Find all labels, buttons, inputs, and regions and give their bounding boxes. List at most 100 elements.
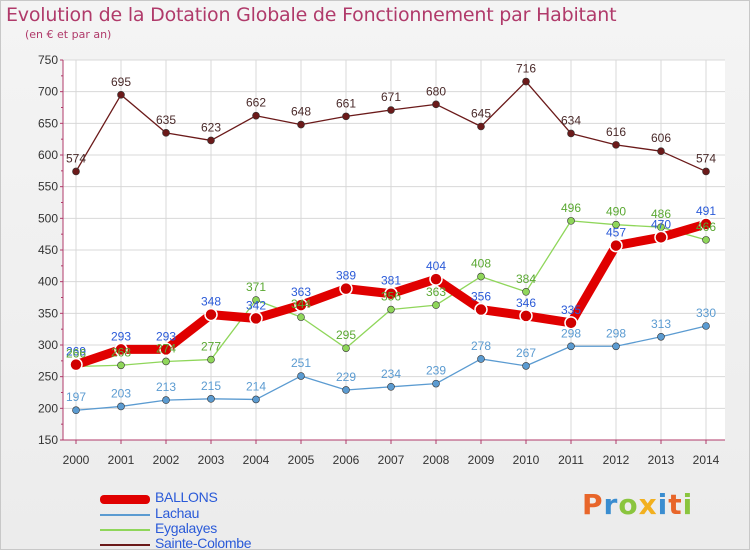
data-point — [612, 141, 620, 149]
data-label: 335 — [561, 303, 581, 317]
proxiti-logo: Proxiti — [582, 488, 693, 521]
data-label: 342 — [246, 298, 266, 312]
data-point — [564, 316, 578, 330]
legend-swatch — [100, 494, 150, 504]
data-point — [72, 167, 80, 176]
data-label: 346 — [516, 296, 536, 310]
data-label: 496 — [561, 201, 581, 215]
data-label: 466 — [696, 220, 716, 234]
data-label: 234 — [381, 367, 401, 381]
data-point — [702, 322, 710, 330]
legend-label: Lachau — [155, 505, 200, 521]
data-point — [432, 301, 440, 309]
data-label: 356 — [381, 290, 401, 304]
y-tick-label: 650 — [38, 116, 58, 130]
data-point — [207, 395, 215, 403]
data-label: 716 — [516, 62, 536, 76]
y-tick-label: 550 — [38, 180, 58, 194]
data-label: 635 — [156, 113, 176, 127]
x-tick-label: 2008 — [423, 453, 450, 467]
data-point — [657, 147, 665, 155]
data-point — [249, 311, 263, 326]
y-tick-label: 700 — [38, 85, 58, 99]
data-label: 408 — [471, 257, 491, 271]
data-label: 404 — [426, 259, 446, 273]
data-point — [207, 136, 215, 145]
y-tick-label: 150 — [38, 433, 58, 447]
data-point — [114, 342, 128, 357]
data-label: 662 — [246, 96, 266, 110]
data-label: 203 — [111, 386, 131, 400]
data-point — [204, 307, 218, 322]
x-tick-label: 2009 — [468, 453, 495, 467]
data-point — [162, 396, 170, 404]
data-point — [117, 402, 125, 411]
data-point — [522, 77, 530, 86]
data-label: 384 — [516, 272, 536, 286]
y-tick-label: 350 — [38, 306, 58, 320]
data-point — [702, 236, 710, 244]
data-label: 356 — [471, 290, 491, 304]
data-point — [567, 129, 575, 138]
data-label: 214 — [246, 379, 266, 393]
data-point — [252, 395, 260, 404]
data-point — [387, 106, 395, 114]
logo-letter: P — [582, 488, 604, 521]
data-label: 574 — [66, 151, 86, 165]
y-tick-label: 400 — [38, 275, 58, 289]
data-label: 295 — [336, 328, 356, 342]
data-point — [159, 342, 173, 357]
x-tick-label: 2002 — [153, 453, 180, 467]
data-label: 457 — [606, 226, 626, 240]
chart-title: Evolution de la Dotation Globale de Fonc… — [6, 4, 617, 26]
data-point — [387, 382, 395, 391]
data-label: 278 — [471, 339, 491, 353]
data-point — [612, 220, 620, 229]
data-point — [657, 332, 665, 341]
logo-letter: i — [682, 488, 694, 521]
x-tick-label: 2000 — [63, 453, 90, 467]
logo-letter: x — [638, 488, 658, 521]
data-point — [387, 305, 395, 314]
data-label: 695 — [111, 75, 131, 89]
data-point — [297, 120, 305, 129]
data-point — [522, 287, 530, 296]
data-point — [252, 111, 260, 120]
x-tick-label: 2014 — [693, 453, 720, 467]
x-tick-label: 2006 — [333, 453, 360, 467]
data-point — [567, 342, 575, 351]
x-tick-label: 2013 — [648, 453, 675, 467]
data-label: 268 — [111, 345, 131, 359]
data-label: 251 — [291, 356, 311, 370]
data-label: 266 — [66, 347, 86, 361]
legend-label: Eygalayes — [155, 520, 217, 536]
data-label: 239 — [426, 364, 446, 378]
data-point — [294, 298, 308, 312]
legend-swatch — [100, 514, 150, 516]
data-point — [69, 357, 83, 372]
x-tick-label: 2007 — [378, 453, 405, 467]
data-label: 313 — [651, 317, 671, 331]
data-point — [519, 309, 533, 323]
data-label: 269 — [66, 345, 86, 359]
data-label: 215 — [201, 379, 221, 393]
data-label: 363 — [291, 285, 311, 299]
y-tick-label: 200 — [38, 401, 58, 415]
data-label: 486 — [651, 207, 671, 221]
data-label: 348 — [201, 295, 221, 309]
data-label: 267 — [516, 346, 536, 360]
data-label: 381 — [381, 274, 401, 288]
data-point — [474, 302, 488, 317]
data-point — [339, 281, 353, 296]
data-label: 229 — [336, 370, 356, 384]
data-label: 293 — [156, 329, 176, 343]
x-tick-label: 2011 — [558, 453, 584, 467]
chart-subtitle: (en € et par an) — [25, 28, 112, 41]
x-tick-label: 2003 — [198, 453, 225, 467]
legend-label: BALLONS — [155, 489, 218, 505]
legend-label: Sainte-Colombe — [155, 535, 252, 551]
data-label: 298 — [561, 326, 581, 340]
data-label: 197 — [66, 390, 86, 404]
data-label: 574 — [696, 151, 716, 165]
